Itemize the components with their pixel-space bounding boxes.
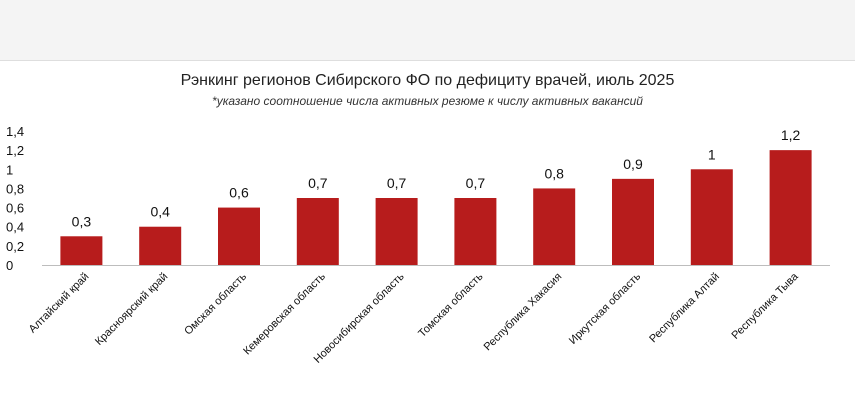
data-label: 0,7 (387, 175, 407, 191)
category-label: Томская область (416, 270, 485, 339)
browser-top-bar (0, 0, 855, 61)
bar-chart: 00,20,40,60,811,21,4 0,30,40,60,7 0,7 0,70… (6, 124, 830, 366)
category-label: Омская область (182, 270, 249, 337)
data-label: 0,4 (150, 204, 170, 220)
data-label: 0,7 (466, 175, 486, 191)
category-labels-group: Алтайский край Красноярский край Омская об… (27, 270, 802, 366)
bar (218, 207, 260, 265)
category-label: Республика Тыва (730, 270, 802, 342)
data-labels-group: 0,3 0,4 0,6 0,7 0,7 0,7 0,8 0,9 1 1,2 (72, 127, 801, 229)
bar (690, 169, 733, 265)
data-label: 0,6 (229, 185, 249, 201)
data-label: 1 (708, 146, 716, 162)
chart-subtitle: *указано соотношение числа активных резю… (212, 94, 643, 108)
bar (375, 198, 418, 265)
chart-title: Рэнкинг регионов Сибирского ФО по дефици… (180, 72, 675, 89)
y-tick-label: 0,2 (6, 239, 24, 254)
y-tick-label: 0,6 (6, 201, 24, 216)
bar (612, 178, 654, 265)
bar (533, 188, 576, 265)
bars-group (60, 150, 812, 265)
y-axis: 0 0,2 0,4 0,6 0,8 1 1,2 1,4 (6, 124, 24, 273)
data-label: 0,7 (308, 175, 328, 191)
data-label: 0,8 (544, 165, 564, 181)
bar (60, 236, 103, 265)
y-tick-label: 0,4 (6, 220, 24, 235)
category-label: Алтайский край (27, 271, 92, 336)
category-label: Новосибирская область (312, 270, 407, 365)
y-tick-label: 1,2 (6, 143, 24, 158)
data-label: 0,9 (623, 156, 643, 172)
data-label: 0,3 (72, 213, 92, 229)
category-label: Республика Алтай (647, 271, 722, 346)
chart-container: Рэнкинг регионов Сибирского ФО по дефици… (0, 60, 855, 400)
bar (454, 198, 497, 265)
bar (139, 226, 182, 265)
y-tick-label: 0,8 (6, 181, 24, 196)
category-label: Красноярский край (93, 271, 170, 348)
category-label: Республика Хакасия (482, 271, 565, 354)
y-tick-label: 1,4 (6, 124, 24, 139)
data-label: 1,2 (781, 127, 801, 143)
category-label: Кемеровская область (241, 270, 328, 357)
bar (296, 198, 339, 265)
category-label: Иркутская область (567, 270, 643, 346)
bar (769, 150, 812, 265)
y-tick-label: 0 (6, 258, 13, 273)
y-tick-label: 1 (6, 162, 13, 177)
